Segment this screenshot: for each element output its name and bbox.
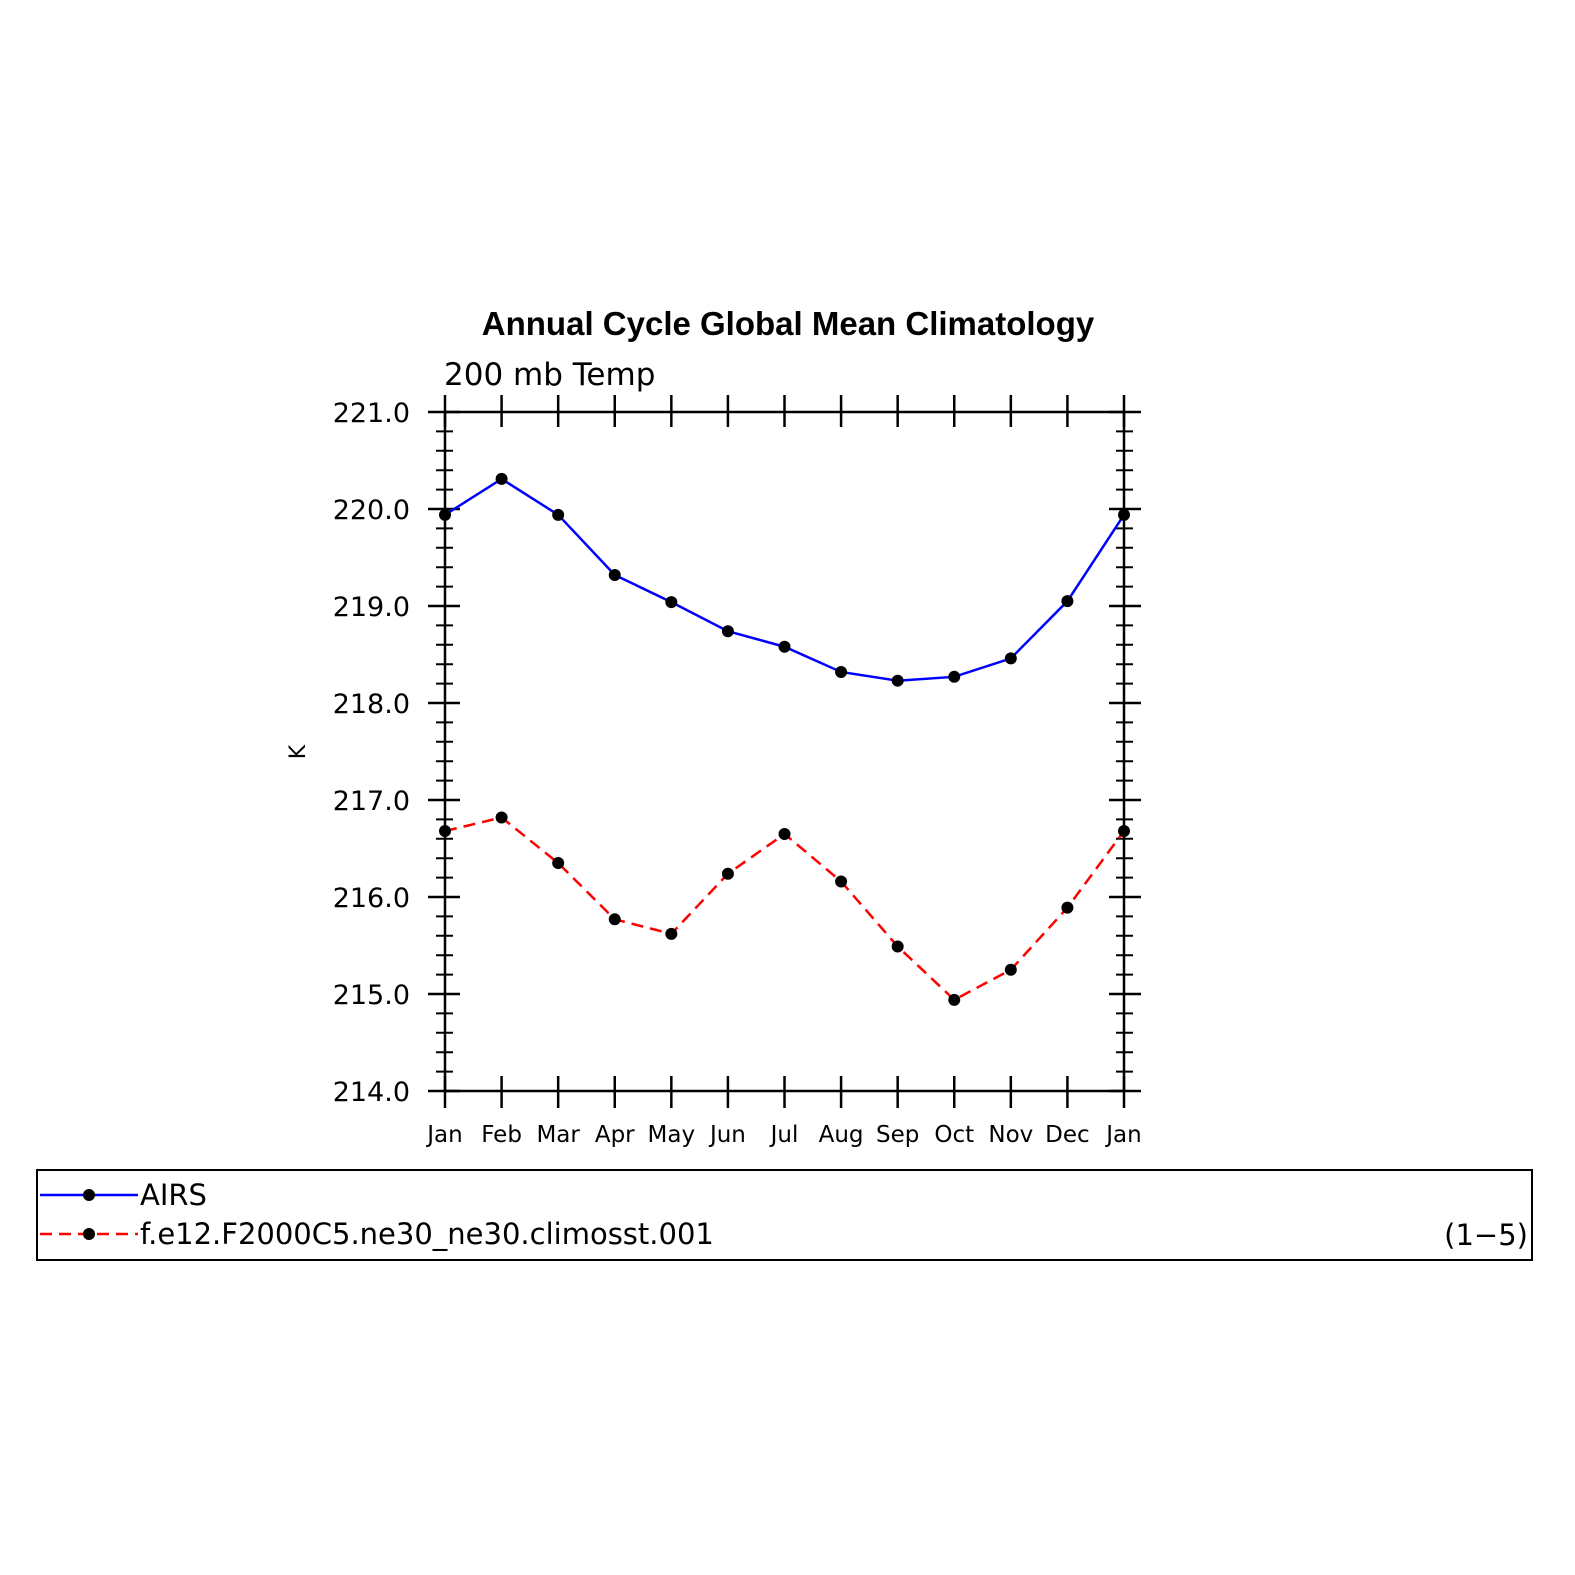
y-tick-label: 218.0 [333, 689, 410, 720]
data-point [608, 568, 621, 581]
data-point [1061, 595, 1074, 608]
y-tick-label: 216.0 [333, 883, 410, 914]
x-tick-label: Aug [819, 1122, 864, 1148]
data-point [778, 827, 791, 840]
x-tick-label: Jan [1104, 1122, 1141, 1148]
data-point [439, 825, 451, 838]
series-line-2 [444, 816, 1126, 1002]
data-point [608, 913, 621, 926]
legend-note: (1−5) [1444, 1218, 1528, 1252]
x-tick-label: Jan [425, 1122, 462, 1148]
data-point [1004, 652, 1017, 665]
y-axis-label: K [286, 744, 311, 759]
data-point [778, 640, 791, 653]
y-tick-label: 215.0 [333, 980, 410, 1011]
data-point [1004, 963, 1017, 976]
x-tick-label: May [648, 1122, 696, 1148]
y-tick-label: 220.0 [333, 495, 410, 526]
data-point [891, 674, 904, 687]
data-point [665, 927, 678, 940]
x-tick-label: Oct [934, 1122, 974, 1148]
legend: AIRS f.e12.F2000C5.ne30_ne30.climosst.001… [36, 1169, 1533, 1261]
data-point [439, 508, 451, 521]
data-point [1118, 825, 1130, 838]
x-tick-label: Jul [769, 1122, 799, 1148]
y-tick-label: 214.0 [333, 1077, 410, 1108]
data-point [552, 857, 565, 870]
data-point [552, 508, 565, 521]
chart-subtitle: 200 mb Temp [444, 357, 655, 393]
x-tick-label: Jun [708, 1122, 746, 1148]
data-point [1118, 508, 1130, 521]
data-point [1061, 901, 1074, 914]
plot-frame [443, 410, 1126, 1093]
legend-items: AIRS f.e12.F2000C5.ne30_ne30.climosst.001 [40, 1178, 714, 1251]
series-layer [439, 472, 1130, 1006]
y-tick-label: 217.0 [333, 786, 410, 817]
data-point [835, 875, 848, 888]
legend-marker-1 [83, 1189, 95, 1201]
x-tick-label: Nov [988, 1122, 1033, 1148]
data-point [891, 940, 904, 953]
chart-title: Annual Cycle Global Mean Climatology [482, 305, 1095, 342]
x-tick-label: Apr [595, 1122, 635, 1148]
legend-label-1: AIRS [140, 1178, 207, 1212]
x-tick-label: Dec [1045, 1122, 1090, 1148]
data-point [721, 867, 734, 880]
x-tick-label: Mar [536, 1122, 580, 1148]
y-tick-label: 219.0 [333, 592, 410, 623]
data-point [948, 670, 961, 683]
data-point [495, 472, 508, 485]
data-point [665, 596, 678, 609]
legend-marker-2 [83, 1228, 95, 1240]
legend-box [36, 1169, 1533, 1261]
x-tick-label: Sep [876, 1122, 919, 1148]
data-point [835, 665, 848, 678]
legend-label-2: f.e12.F2000C5.ne30_ne30.climosst.001 [140, 1217, 714, 1251]
data-point [721, 625, 734, 638]
y-tick-label: 221.0 [333, 398, 410, 429]
data-point [948, 993, 961, 1006]
data-point [495, 811, 508, 824]
axes: Jan Feb Mar Apr May Jun Jul Aug Sep Oct Nov Dec Jan 2… [333, 395, 1142, 1148]
x-tick-label: Feb [481, 1122, 522, 1148]
